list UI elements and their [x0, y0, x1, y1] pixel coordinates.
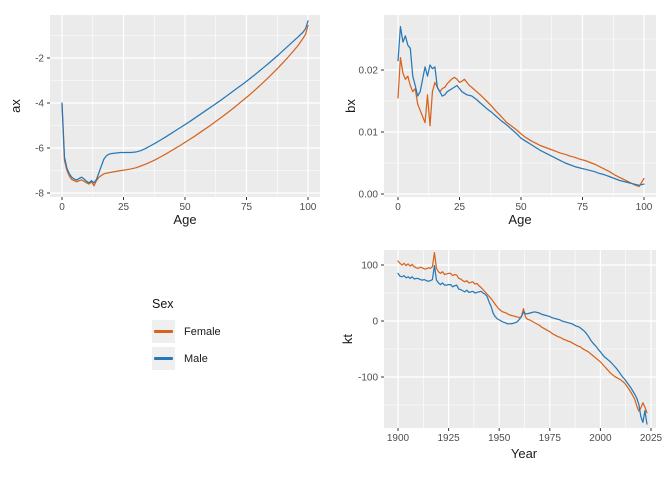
kt-x-tick-label: 2025 — [640, 433, 663, 444]
ax-tick-marks — [47, 57, 309, 200]
legend-label-female: Female — [184, 325, 221, 338]
ax-y-axis-title: ax — [8, 99, 23, 113]
bx-x-axis-title: Age — [508, 212, 531, 227]
kt-y-tick-label: 100 — [361, 260, 378, 271]
kt-x-tick-label: 2000 — [589, 433, 612, 444]
kt-x-tick-label: 1925 — [437, 433, 460, 444]
legend-title: Sex — [152, 297, 174, 311]
kt-x-tick-label: 1975 — [539, 433, 562, 444]
bx-y-axis-title: bx — [343, 99, 358, 113]
ax-y-tick-label: -8 — [35, 188, 44, 199]
bx-panel-background — [384, 15, 656, 197]
ax-x-tick-label: 25 — [118, 202, 130, 213]
kt-x-tick-label: 1950 — [488, 433, 511, 444]
ax-x-axis-title: Age — [173, 212, 196, 227]
female-line-key-icon — [154, 330, 173, 333]
kt-x-axis-title: Year — [511, 446, 538, 461]
ax-series-group — [61, 20, 309, 187]
kt-panel-background — [384, 250, 656, 428]
bx-tick-labels: 0 25 50 75 100 0.00 0.01 0.02 — [359, 65, 653, 213]
ax-tick-labels: 0 25 50 75 100 -2 -4 -6 -8 — [35, 53, 317, 213]
ax-y-tick-label: -6 — [35, 143, 44, 154]
legend-item-male: Male — [152, 347, 221, 370]
bx-minor-gridlines — [384, 15, 656, 197]
bx-x-tick-label: 100 — [636, 202, 653, 213]
bx-vs-age-chart: 0 25 50 75 100 0.00 0.01 0.02 Age bx — [343, 15, 656, 227]
ax-y-tick-label: -2 — [35, 53, 44, 64]
kt-series-group — [397, 252, 648, 425]
ax-x-tick-label: 75 — [241, 202, 253, 213]
kt-line-male — [397, 264, 648, 425]
bx-line-male — [397, 25, 645, 186]
bx-y-tick-label: 0.02 — [359, 65, 379, 76]
bx-x-tick-label: 0 — [395, 202, 401, 213]
ax-line-female — [61, 24, 309, 187]
legend-item-female: Female — [152, 320, 221, 343]
ax-x-tick-label: 0 — [59, 202, 65, 213]
kt-y-axis-title: kt — [340, 334, 355, 345]
bx-y-tick-label: 0.00 — [359, 189, 379, 200]
male-line-key-icon — [154, 357, 173, 360]
bx-y-tick-label: 0.01 — [359, 127, 379, 138]
bx-x-tick-label: 75 — [577, 202, 589, 213]
bx-series-group — [397, 25, 645, 188]
bx-x-tick-label: 50 — [515, 202, 527, 213]
female-key-swatch — [152, 320, 175, 343]
bx-line-female — [397, 56, 645, 188]
bx-tick-marks — [381, 69, 645, 200]
kt-y-tick-label: 0 — [372, 316, 378, 327]
ax-major-gridlines — [50, 15, 320, 197]
kt-tick-labels: 1900 1925 1950 1975 2000 2025 100 0 -100 — [358, 260, 663, 444]
ax-y-tick-label: -4 — [35, 98, 44, 109]
sex-legend: Sex Female Male — [152, 297, 221, 374]
kt-vs-year-chart: 1900 1925 1950 1975 2000 2025 100 0 -100 Year kt — [340, 250, 663, 461]
legend-label-male: Male — [184, 352, 208, 365]
kt-tick-marks — [381, 264, 652, 431]
male-key-swatch — [152, 347, 175, 370]
kt-x-tick-label: 1900 — [387, 433, 410, 444]
ax-line-male — [61, 20, 309, 184]
ax-x-tick-label: 50 — [179, 202, 191, 213]
bx-x-tick-label: 25 — [454, 202, 466, 213]
kt-line-female — [397, 252, 648, 414]
ax-vs-age-chart: 0 25 50 75 100 -2 -4 -6 -8 Age ax — [8, 15, 320, 227]
kt-y-tick-label: -100 — [358, 372, 378, 383]
ax-x-tick-label: 100 — [300, 202, 317, 213]
kt-major-gridlines — [384, 250, 656, 428]
